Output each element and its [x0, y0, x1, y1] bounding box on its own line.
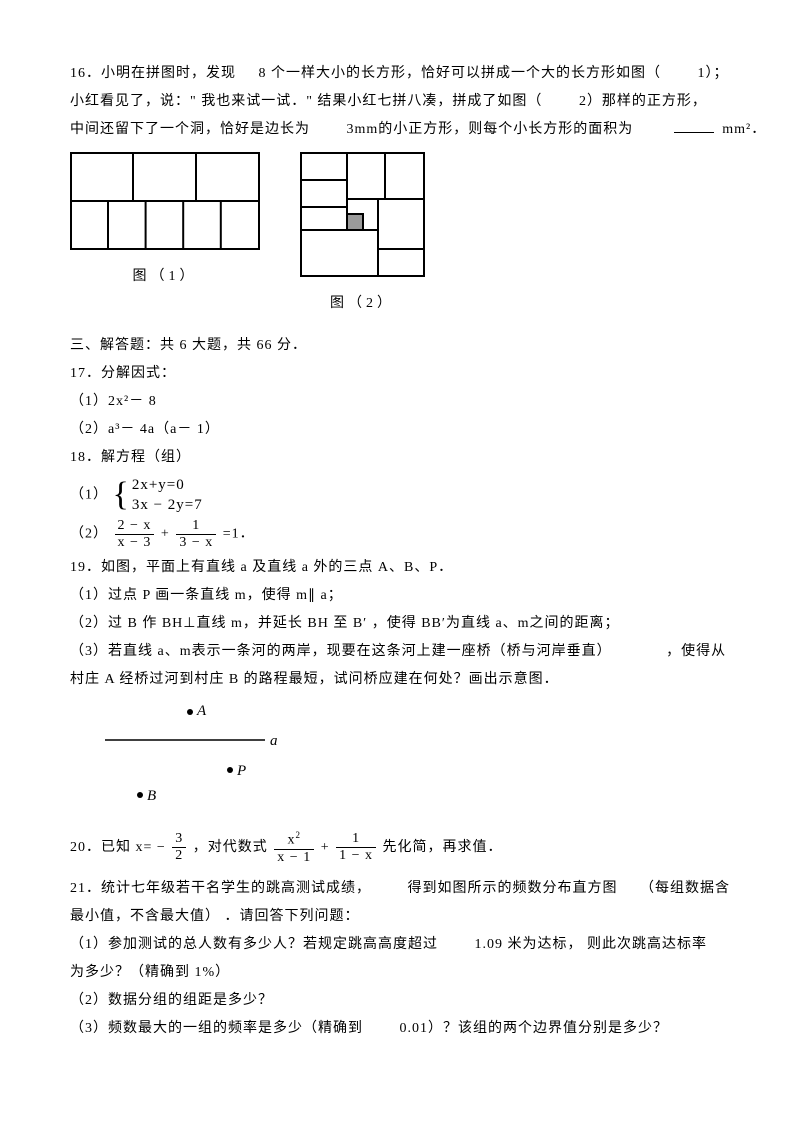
plus-sign: +: [161, 527, 170, 542]
q16-l3a: 中间还留下了一个洞，恰好是边长为: [70, 122, 310, 137]
q18-eq1: （1） { 2x+y=0 3x − 2y=7: [70, 476, 730, 515]
svg-text:a: a: [270, 733, 279, 749]
q18-eq1a: 2x+y=0: [132, 476, 203, 496]
q21-l6a: （3）频数最大的一组的频率是多少（精确到: [70, 1021, 363, 1036]
svg-text:A: A: [196, 703, 207, 719]
q21-l1b: 得到如图所示的频数分布直方图: [408, 881, 618, 896]
q21-l6: （3）频数最大的一组的频率是多少（精确到 0.01）？该组的两个边界值分别是多少…: [70, 1015, 730, 1043]
q18-p1: （1）: [70, 488, 108, 503]
q21-l3a: （1）参加测试的总人数有多少人？若规定跳高高度超过: [70, 937, 438, 952]
q21-l1: 21．统计七年级若干名学生的跳高测试成绩， 得到如图所示的频数分布直方图 （每组…: [70, 875, 730, 903]
q19-head: 19．如图，平面上有直线 a 及直线 a 外的三点 A、B、P．: [70, 554, 730, 582]
q16-l1a: 16．小明在拼图时，发现: [70, 66, 236, 81]
q16-line1: 16．小明在拼图时，发现 8 个一样大小的长方形，恰好可以拼成一个大的长方形如图…: [70, 60, 730, 88]
q16-l2a: 小红看见了，说：" 我也来试一试．" 结果小红七拼八凑，拼成了如图（: [70, 94, 542, 109]
q20-f1d: 2: [172, 847, 186, 863]
q16-l3c: mm²．: [722, 122, 766, 137]
q20-f3n: 1: [349, 832, 363, 847]
brace-icon: {: [113, 480, 130, 511]
svg-text:P: P: [236, 763, 247, 779]
q16-cap1: 图（1）: [70, 263, 260, 291]
q21-l4: 为多少？（精确到 1%）: [70, 959, 730, 987]
q18-eq2: （2） 2 − x x − 3 + 1 3 − x =1．: [70, 519, 730, 550]
q18-frac2: 1 3 − x: [176, 519, 216, 550]
q18-tail: =1．: [223, 527, 255, 542]
q16-cap2: 图（2）: [300, 290, 425, 318]
q16-l3b: 3mm的小正方形，则每个小长方形的面积为: [347, 122, 634, 137]
q19-c2: ，使得从: [666, 644, 726, 659]
q21-l1c: （每组数据含: [640, 881, 730, 896]
q18-frac1: 2 − x x − 3: [115, 519, 155, 550]
q17-b: （2）a³－ 4a（a－ 1）: [70, 416, 730, 444]
q16-fig1: 图（1）: [70, 152, 260, 318]
q18-f2n: 1: [189, 519, 203, 534]
q16-figures: 图（1） 图（2）: [70, 152, 730, 318]
q16-line2: 小红看见了，说：" 我也来试一试．" 结果小红七拼八凑，拼成了如图（ 2）那样的…: [70, 88, 730, 116]
q21-l2: 最小值，不含最大值） ．请回答下列问题：: [70, 903, 730, 931]
q16-l2b: 2）那样的正方形，: [579, 94, 707, 109]
q20-f3d: 1 − x: [336, 847, 376, 863]
q21-l6b: 0.01）？该组的两个边界值分别是多少？: [400, 1021, 669, 1036]
section3-head: 三、解答题：共 6 大题，共 66 分．: [70, 332, 730, 360]
plus-sign-2: +: [321, 840, 330, 855]
q18-f1n: 2 − x: [115, 519, 155, 534]
q20-frac2: x2 x − 1: [274, 831, 314, 865]
q19-d: 村庄 A 经桥过河到村庄 B 的路程最短，试问桥应建在何处？画出示意图．: [70, 666, 730, 694]
q18-f2d: 3 − x: [176, 534, 216, 550]
q19-c: （3）若直线 a、m表示一条河的两岸，现要在这条河上建一座桥（桥与河岸垂直） ，…: [70, 638, 730, 666]
q20-f2n: x2: [285, 831, 305, 849]
q16-fig2-svg: [300, 152, 425, 277]
q20-frac3: 1 1 − x: [336, 832, 376, 863]
q21-l3b: 1.09 米为达标， 则此次跳高达标率: [475, 937, 708, 952]
q20: 20．已知 x= − 3 2 ，对代数式 x2 x − 1 + 1 1 − x …: [70, 831, 730, 865]
q20-frac1: 3 2: [172, 832, 186, 863]
q20-c: 先化简，再求值．: [383, 840, 503, 855]
q18-brace: { 2x+y=0 3x − 2y=7: [113, 476, 203, 515]
q17-a: （1）2x²－ 8: [70, 388, 730, 416]
q16-l1c: 1）；: [698, 66, 729, 81]
q20-a: 20．已知 x= −: [70, 840, 166, 855]
q16-fig2: 图（2）: [300, 152, 425, 318]
q18-f1d: x − 3: [115, 534, 155, 550]
q21-l5: （2）数据分组的组距是多少？: [70, 987, 730, 1015]
q16-blank: [674, 118, 714, 133]
q20-f1n: 3: [172, 832, 186, 847]
q18-head: 18．解方程（组）: [70, 444, 730, 472]
q21-l1a: 21．统计七年级若干名学生的跳高测试成绩，: [70, 881, 371, 896]
q19-a: （1）过点 P 画一条直线 m，使得 m∥ a；: [70, 582, 730, 610]
q17-head: 17．分解因式：: [70, 360, 730, 388]
q19-b: （2）过 B 作 BH⊥直线 m，并延长 BH 至 B′ ，使得 BB′为直线 …: [70, 610, 730, 638]
q20-f2d: x − 1: [274, 849, 314, 865]
q18-p2: （2）: [70, 527, 108, 542]
q21-l3: （1）参加测试的总人数有多少人？若规定跳高高度超过 1.09 米为达标， 则此次…: [70, 931, 730, 959]
page-root: 16．小明在拼图时，发现 8 个一样大小的长方形，恰好可以拼成一个大的长方形如图…: [0, 0, 800, 1083]
q19-diagram: A a P B: [100, 700, 310, 810]
q18-eq1b: 3x − 2y=7: [132, 496, 203, 516]
q19-c1: （3）若直线 a、m表示一条河的两岸，现要在这条河上建一座桥（桥与河岸垂直）: [70, 644, 612, 659]
q16-l1b: 8 个一样大小的长方形，恰好可以拼成一个大的长方形如图（: [259, 66, 662, 81]
q16-fig1-svg: [70, 152, 260, 250]
q16-line3: 中间还留下了一个洞，恰好是边长为 3mm的小正方形，则每个小长方形的面积为 mm…: [70, 116, 730, 144]
svg-text:B: B: [147, 788, 157, 804]
q20-b: ，对代数式: [193, 840, 273, 855]
